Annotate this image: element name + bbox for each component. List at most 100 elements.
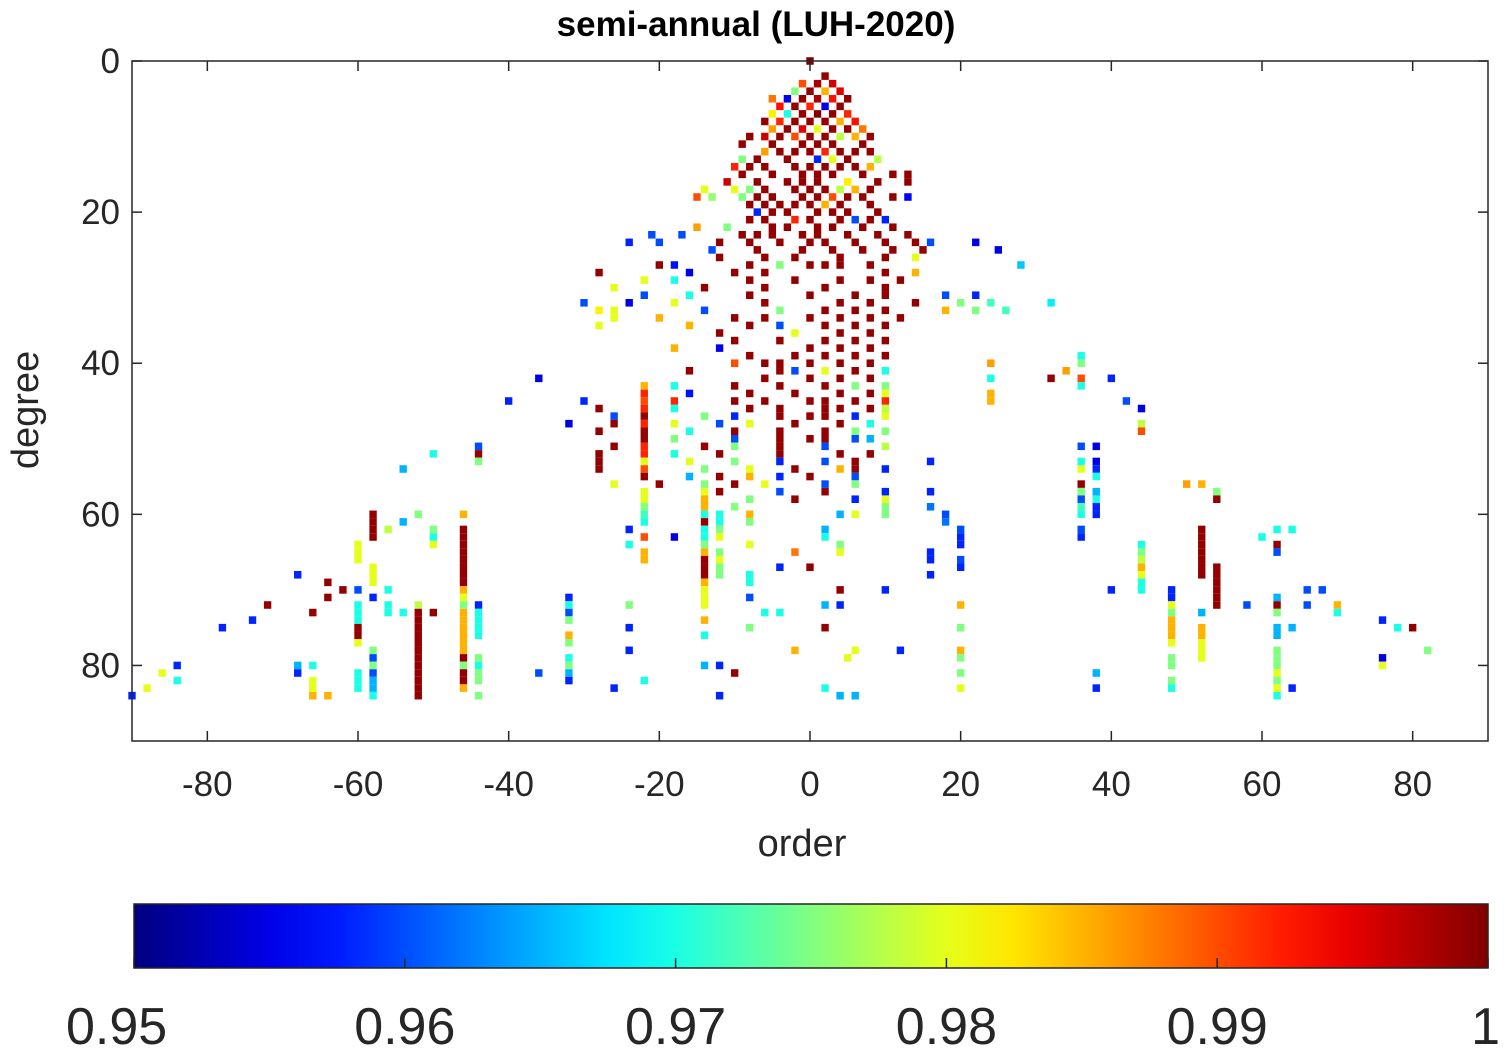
colorbar-tick-label: 0.95	[66, 998, 167, 1050]
heatmap-cell	[354, 548, 362, 556]
heatmap-cell	[685, 268, 694, 277]
heatmap-cell	[761, 608, 769, 617]
heatmap-cell	[836, 359, 844, 367]
heatmap-cell	[309, 661, 317, 670]
x-tick-label: 60	[1243, 765, 1282, 804]
heatmap-cell	[640, 555, 648, 564]
heatmap-cell	[595, 268, 603, 277]
heatmap-cell	[1092, 442, 1100, 451]
heatmap-cell	[776, 102, 784, 111]
heatmap-cell	[474, 631, 483, 639]
heatmap-cell	[753, 155, 761, 163]
heatmap-cell	[776, 442, 784, 451]
heatmap-cell	[881, 397, 890, 405]
heatmap-cell	[843, 654, 852, 662]
heatmap-cell	[173, 661, 181, 670]
heatmap-cell	[670, 261, 679, 269]
heatmap-cell	[354, 616, 362, 624]
heatmap-cell	[746, 261, 754, 269]
heatmap-cell	[700, 185, 709, 194]
heatmap-cell	[700, 306, 709, 315]
heatmap-cell	[1077, 487, 1085, 496]
heatmap-cell	[987, 389, 995, 398]
heatmap-cell	[685, 291, 694, 299]
heatmap-cell	[700, 518, 709, 526]
heatmap-cell	[1167, 654, 1176, 662]
heatmap-cell	[655, 480, 664, 488]
heatmap-cell	[956, 555, 965, 564]
heatmap-cell	[761, 253, 769, 262]
heatmap-cell	[866, 261, 874, 269]
heatmap-cell	[309, 684, 317, 692]
heatmap-cell	[730, 397, 739, 405]
heatmap-cell	[746, 571, 754, 579]
heatmap-cell	[693, 223, 701, 231]
heatmap-cell	[1077, 495, 1085, 503]
heatmap-cell	[730, 268, 739, 277]
heatmap-cell	[1137, 571, 1146, 579]
heatmap-cell	[889, 223, 897, 231]
heatmap-cell	[670, 299, 679, 307]
heatmap-cell	[956, 646, 965, 655]
heatmap-cell	[399, 465, 407, 473]
heatmap-cell	[761, 147, 769, 156]
heatmap-cell	[806, 397, 814, 405]
heatmap-cell	[851, 382, 859, 390]
heatmap-cell	[746, 276, 754, 284]
heatmap-cell	[700, 465, 709, 473]
heatmap-cell	[866, 215, 874, 224]
heatmap-cell	[384, 586, 392, 594]
heatmap-cell	[640, 495, 648, 503]
heatmap-cell	[881, 495, 890, 503]
heatmap-cell	[941, 510, 950, 519]
heatmap-cell	[248, 616, 257, 624]
heatmap-cell	[1273, 646, 1281, 655]
heatmap-cell	[640, 503, 648, 511]
heatmap-cell	[821, 487, 829, 496]
heatmap-cell	[1273, 691, 1281, 700]
heatmap-cell	[806, 147, 814, 156]
heatmap-cell	[761, 117, 769, 126]
heatmap-cell	[866, 359, 874, 367]
heatmap-cell	[859, 140, 867, 148]
heatmap-cell	[783, 110, 792, 118]
heatmap-cell	[813, 178, 822, 186]
heatmap-cell	[1077, 374, 1085, 383]
heatmap-cell	[708, 193, 716, 201]
heatmap-cell	[791, 200, 799, 209]
heatmap-cell	[1167, 639, 1176, 647]
heatmap-cell	[919, 246, 927, 254]
heatmap-cell	[776, 404, 784, 413]
heatmap-cell	[595, 450, 603, 458]
heatmap-cell	[1273, 593, 1281, 602]
heatmap-cell	[776, 200, 784, 209]
heatmap-cell	[987, 374, 995, 383]
heatmap-cell	[836, 465, 844, 473]
colorbar-ticks: 0.95 0.96 0.97 0.98 0.99 1	[66, 958, 1500, 1050]
heatmap-cell	[459, 571, 468, 579]
heatmap-cell	[595, 306, 603, 315]
heatmap-cell	[904, 178, 912, 186]
heatmap-cell	[715, 510, 724, 519]
heatmap-cell	[768, 193, 777, 201]
heatmap-cell	[911, 253, 920, 262]
heatmap-cell	[1137, 540, 1146, 549]
heatmap-cell	[580, 397, 588, 405]
heatmap-cell	[354, 608, 362, 617]
heatmap-cell	[813, 208, 822, 216]
heatmap-cell	[956, 563, 965, 571]
heatmap-cell	[173, 676, 181, 685]
heatmap-cell	[640, 518, 648, 526]
heatmap-cell	[911, 299, 920, 307]
heatmap-cell	[730, 442, 739, 451]
heatmap-cell	[926, 238, 935, 247]
heatmap-cell	[859, 246, 867, 254]
heatmap-cell	[904, 170, 912, 179]
heatmap-cell	[1198, 608, 1206, 617]
heatmap-cell	[1198, 525, 1206, 534]
heatmap-cell	[836, 147, 844, 156]
heatmap-cell	[459, 533, 468, 541]
heatmap-cell	[821, 351, 829, 360]
heatmap-cell	[851, 238, 859, 247]
heatmap-cell	[836, 548, 844, 556]
